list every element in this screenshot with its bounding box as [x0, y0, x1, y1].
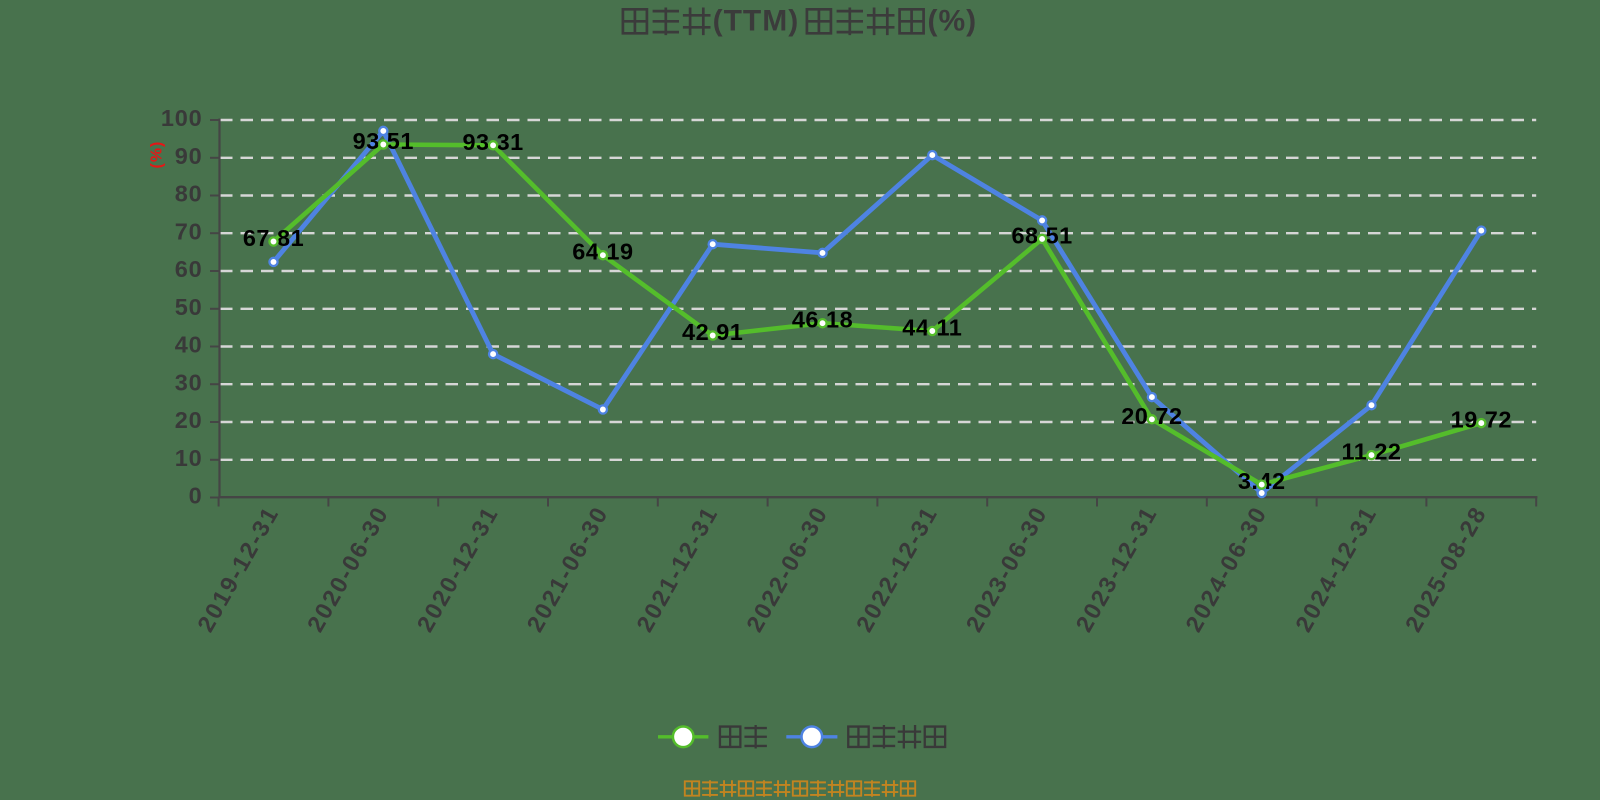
- svg-text:80: 80: [175, 181, 203, 207]
- svg-text:40: 40: [175, 332, 203, 358]
- svg-text:70: 70: [175, 218, 203, 244]
- svg-text:50: 50: [175, 294, 203, 320]
- svg-text:30: 30: [175, 369, 203, 395]
- svg-text:10: 10: [175, 445, 203, 471]
- svg-text:(TTM): (TTM): [713, 5, 800, 38]
- svg-text:0: 0: [189, 483, 203, 509]
- svg-text:(%): (%): [928, 5, 978, 38]
- svg-text:20: 20: [175, 407, 203, 433]
- svg-text:100: 100: [161, 105, 203, 131]
- svg-text:(%): (%): [149, 141, 166, 169]
- svg-text:60: 60: [175, 256, 203, 282]
- svg-text:90: 90: [175, 143, 203, 169]
